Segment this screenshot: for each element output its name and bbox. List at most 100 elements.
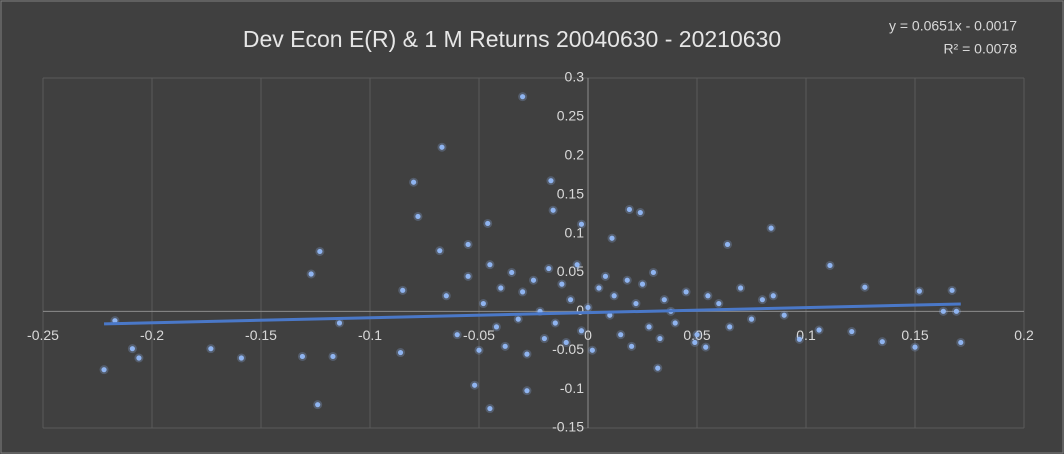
y-tick-label: -0.1 (560, 380, 584, 396)
point (546, 265, 552, 272)
point (454, 332, 460, 338)
point (548, 178, 554, 184)
point (336, 320, 343, 326)
x-tick-label: -0.1 (358, 327, 382, 343)
point (238, 355, 244, 361)
point (541, 335, 548, 342)
point (912, 344, 918, 350)
point (724, 241, 731, 248)
point (796, 336, 803, 342)
point (400, 287, 406, 293)
point (646, 324, 652, 330)
point (585, 304, 591, 311)
x-tick-label: 0 (584, 327, 592, 343)
point (515, 316, 521, 322)
point (559, 281, 565, 287)
point (618, 332, 624, 338)
point (637, 209, 643, 216)
y-tick-label: 0.25 (557, 108, 584, 124)
point (661, 297, 667, 303)
point (299, 353, 306, 360)
point (683, 289, 689, 295)
point (476, 347, 482, 353)
point (827, 262, 833, 269)
point (607, 312, 613, 318)
point (509, 269, 515, 276)
y-tick-label: 0.2 (565, 146, 585, 162)
point (498, 285, 504, 291)
point (530, 277, 537, 283)
point (611, 293, 617, 299)
point (602, 273, 609, 279)
point (655, 365, 661, 371)
point (308, 271, 314, 277)
point (879, 339, 885, 345)
point (485, 220, 491, 227)
chart-title: Dev Econ E(R) & 1 M Returns 20040630 - 2… (243, 26, 781, 52)
point (415, 213, 421, 220)
point (578, 328, 585, 334)
point (703, 344, 709, 350)
x-tick-label: -0.05 (463, 327, 495, 343)
point (465, 273, 471, 279)
point (520, 289, 526, 295)
point (411, 179, 417, 185)
point (629, 343, 635, 349)
point (727, 324, 733, 330)
point (694, 332, 700, 338)
x-tick-label: 0.2 (1014, 327, 1034, 343)
y-tick-label: -0.15 (552, 419, 584, 435)
point (650, 269, 657, 276)
point (465, 241, 471, 248)
point (609, 235, 615, 241)
point (487, 405, 493, 412)
point (849, 328, 855, 335)
point (101, 367, 107, 373)
point (738, 285, 744, 291)
point (493, 324, 500, 330)
point (315, 402, 321, 408)
point (502, 343, 508, 349)
point (524, 388, 530, 394)
x-tick-label: -0.25 (27, 327, 59, 343)
x-tick-label: -0.15 (245, 327, 277, 343)
point (567, 297, 574, 303)
point (437, 248, 443, 254)
point (781, 312, 787, 318)
y-tick-label: -0.05 (552, 341, 584, 357)
point (916, 288, 922, 294)
point (330, 353, 336, 360)
point (520, 94, 526, 100)
trendline-r-squared: R² = 0.0078 (943, 41, 1017, 57)
point (208, 346, 214, 352)
point (759, 297, 766, 303)
point (672, 320, 678, 326)
point (705, 293, 711, 299)
point (439, 144, 445, 150)
point (626, 206, 633, 213)
point (317, 248, 323, 255)
point (472, 382, 478, 388)
point (716, 300, 722, 307)
trendline (104, 302, 961, 326)
point (633, 300, 639, 307)
trendline-equation: y = 0.0651x - 0.0017 (889, 18, 1017, 34)
point (589, 347, 595, 353)
point (550, 207, 556, 213)
point (958, 339, 964, 346)
point (657, 335, 663, 342)
point (949, 287, 955, 293)
point (940, 308, 946, 314)
point (487, 262, 493, 268)
point (574, 262, 580, 268)
x-tick-label: -0.2 (140, 327, 164, 343)
point (443, 293, 449, 299)
point (624, 277, 630, 283)
point (862, 284, 868, 290)
point (112, 318, 118, 324)
point (748, 316, 755, 322)
y-tick-label: 0.3 (565, 69, 585, 85)
point (136, 355, 142, 361)
